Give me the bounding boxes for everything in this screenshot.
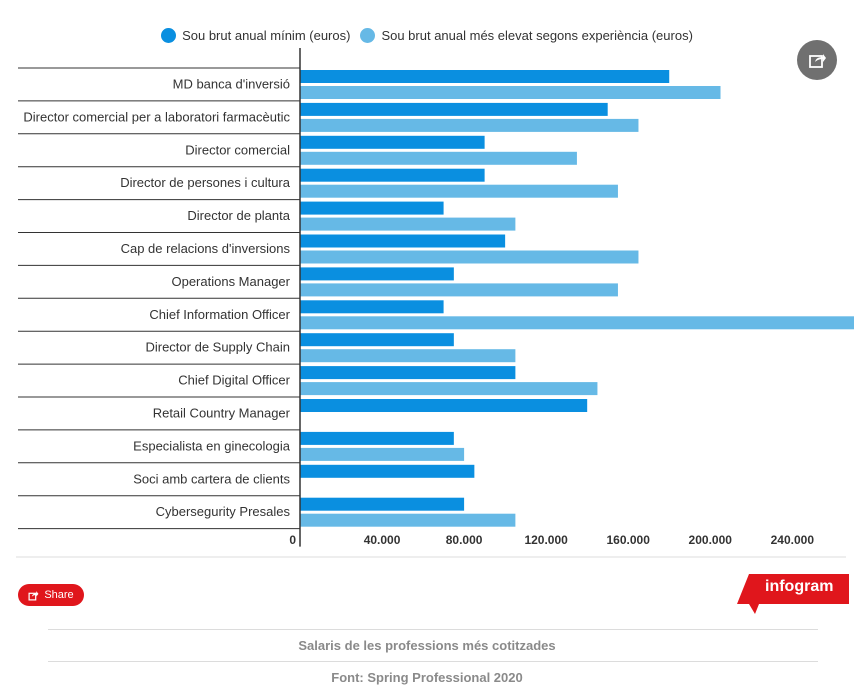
category-label: Director comercial [185, 142, 290, 157]
bar-min [300, 300, 444, 314]
x-tick-label: 120.000 [524, 533, 568, 547]
bar-min [300, 168, 485, 182]
category-label: Chief Digital Officer [178, 373, 290, 388]
category-label: Director de planta [187, 208, 290, 223]
legend-label-series-2: Sou brut anual més elevat segons experiè… [381, 28, 693, 43]
x-tick-label: 240.000 [771, 533, 815, 547]
bar-min [300, 431, 454, 445]
bar-min [300, 135, 485, 149]
x-tick-label: 200.000 [689, 533, 733, 547]
bar-max [300, 382, 598, 396]
legend-item-series-1[interactable]: Sou brut anual mínim (euros) [161, 28, 350, 43]
share-button[interactable]: Share [18, 584, 84, 606]
infogram-logo[interactable] [737, 574, 849, 614]
bar-min [300, 267, 454, 281]
category-label: Director comercial per a laboratori farm… [23, 109, 290, 124]
bar-chart: MD banca d'inversió Director comercial pe… [16, 48, 854, 558]
category-label: Soci amb cartera de clients [133, 471, 290, 486]
bar-max [300, 283, 618, 297]
category-label: Director de Supply Chain [145, 340, 290, 355]
bar-min [300, 234, 506, 248]
bar-min [300, 366, 516, 380]
category-label: Operations Manager [171, 274, 290, 289]
bar-max [300, 250, 639, 264]
bar-max [300, 151, 577, 165]
footer-divider-top [48, 629, 818, 630]
share-small-icon [28, 590, 39, 601]
category-label: Cybersegurity Presales [156, 504, 291, 519]
footer-divider-bottom [48, 661, 818, 662]
chart-caption: Salaris de les professions més cotitzade… [298, 638, 556, 653]
bar-min [300, 333, 454, 347]
legend-swatch-series-2 [360, 28, 376, 43]
category-label: Chief Information Officer [149, 307, 290, 322]
x-tick-label: 160.000 [607, 533, 651, 547]
bar-max [300, 513, 516, 527]
chart-legend: Sou brut anual mínim (euros) Sou brut an… [0, 28, 854, 43]
bar-max [300, 118, 639, 132]
category-label: Director de persones i cultura [120, 175, 291, 190]
bar-max [300, 316, 854, 330]
bar-min [300, 399, 588, 412]
x-tick-label: 40.000 [364, 533, 401, 547]
infogram-logo-text: infogram [765, 578, 834, 595]
share-icon [809, 54, 826, 68]
bar-max [300, 184, 618, 198]
bar-max [300, 217, 516, 231]
chart-source: Font: Spring Professional 2020 [331, 670, 523, 685]
bar-max [300, 349, 516, 363]
bar-max [300, 86, 721, 99]
legend-item-series-2[interactable]: Sou brut anual més elevat segons experiè… [360, 28, 693, 43]
legend-swatch-series-1 [161, 28, 177, 43]
bar-max [300, 447, 465, 461]
x-tick-label: 80.000 [446, 533, 483, 547]
share-button-label: Share [44, 589, 74, 601]
legend-label-series-1: Sou brut anual mínim (euros) [182, 28, 351, 43]
bar-min [300, 102, 608, 116]
category-label: Especialista en ginecologia [133, 438, 291, 453]
x-tick-label: 0 [289, 533, 296, 547]
bar-min [300, 464, 475, 478]
category-label: Cap de relacions d'inversions [121, 241, 291, 256]
category-label: Retail Country Manager [153, 405, 291, 420]
share-circle-button[interactable] [797, 40, 837, 80]
bar-min [300, 70, 670, 83]
bar-min [300, 497, 465, 511]
category-label: MD banca d'inversió [173, 76, 290, 91]
bar-min [300, 201, 444, 215]
